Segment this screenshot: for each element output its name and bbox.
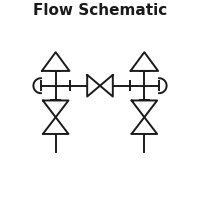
Text: Flow Schematic: Flow Schematic (33, 3, 167, 18)
